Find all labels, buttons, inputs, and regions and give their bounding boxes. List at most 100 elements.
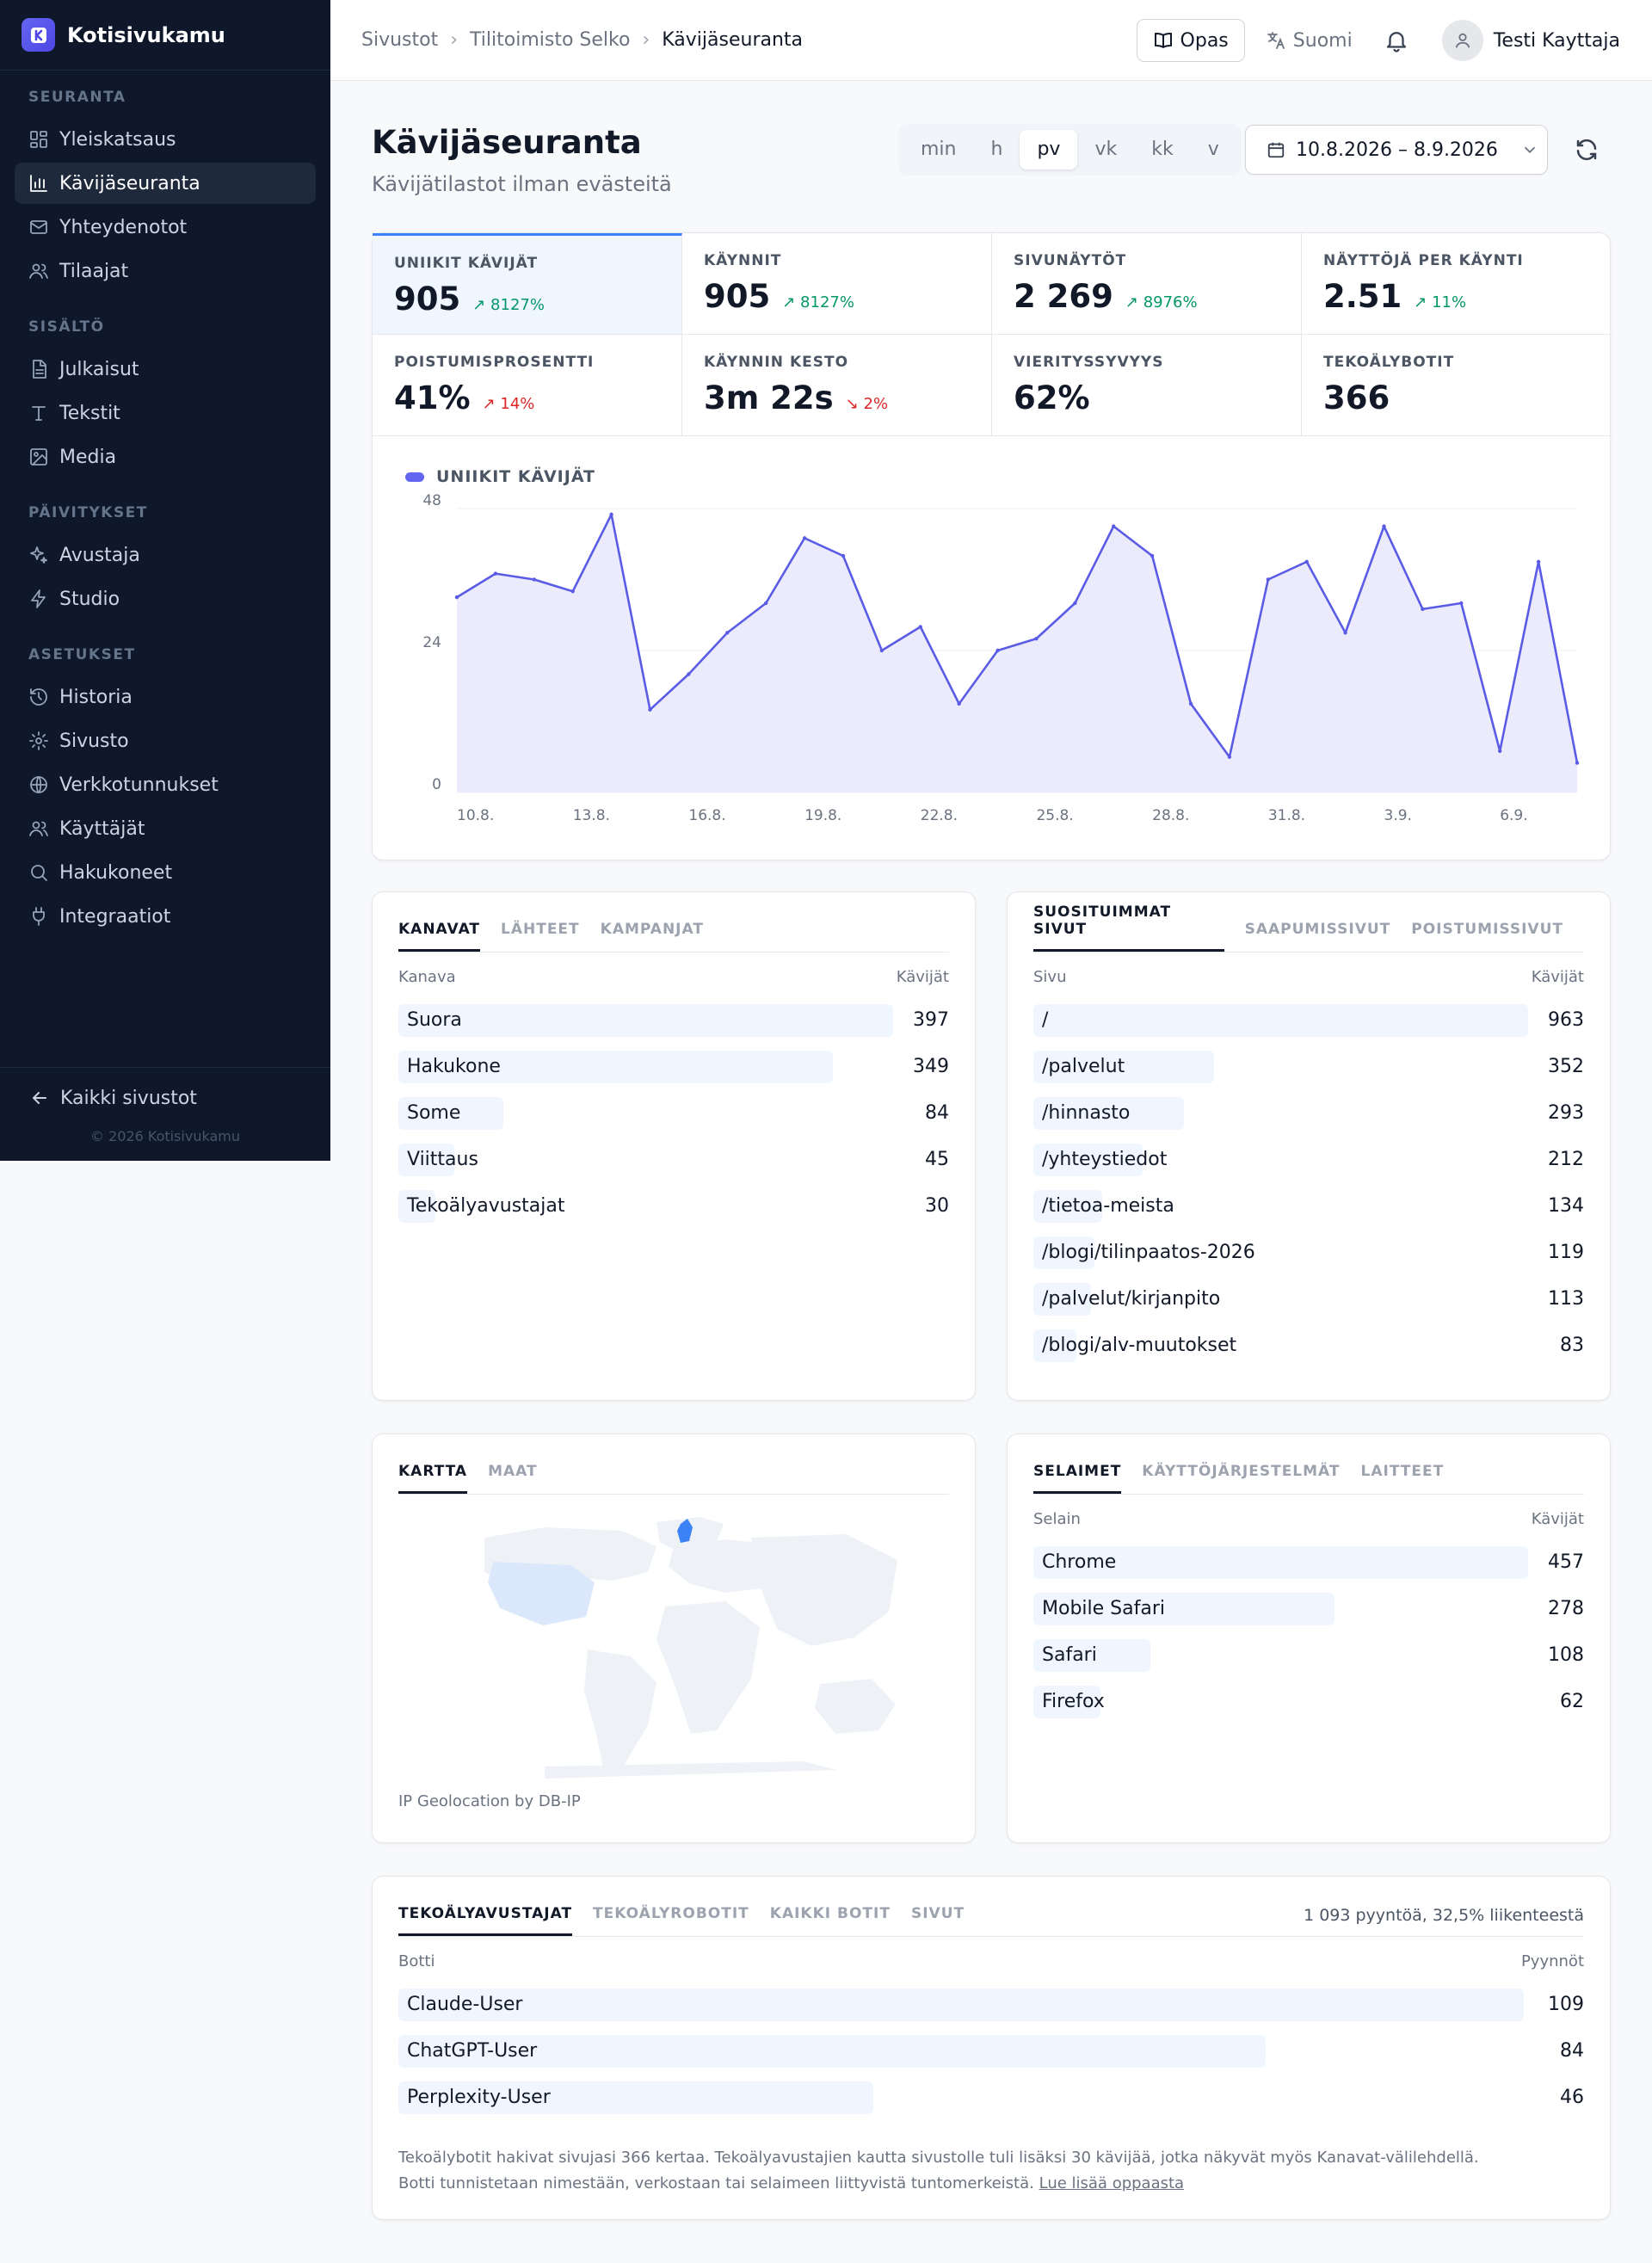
granularity-pv[interactable]: pv bbox=[1020, 130, 1078, 170]
language-switcher[interactable]: Suomi bbox=[1266, 30, 1353, 52]
table-row[interactable]: Tekoälyavustajat 30 bbox=[398, 1190, 949, 1223]
column-value-label: Kävijät bbox=[1531, 1510, 1584, 1528]
table-row[interactable]: /tietoa-meista 134 bbox=[1033, 1190, 1584, 1223]
row-bar bbox=[1033, 1329, 1076, 1362]
tab-poistumissivut[interactable]: POISTUMISSIVUT bbox=[1411, 921, 1563, 938]
stat-tile[interactable]: TEKOÄLYBOTIT 366 bbox=[1302, 335, 1612, 436]
row-bar bbox=[398, 1051, 834, 1083]
tab-selaimet[interactable]: SELAIMET bbox=[1033, 1463, 1122, 1494]
stat-tile[interactable]: KÄYNNIN KESTO 3m 22s ↘ 2% bbox=[682, 335, 992, 436]
text-icon bbox=[32, 406, 46, 421]
globe-icon bbox=[30, 776, 47, 793]
granularity-vk[interactable]: vk bbox=[1094, 139, 1118, 160]
tab-kaikki-botit[interactable]: KAIKKI BOTIT bbox=[769, 1905, 891, 1922]
table-row[interactable]: /palvelut 352 bbox=[1033, 1051, 1584, 1083]
table-row[interactable]: Mobile Safari 278 bbox=[1033, 1593, 1584, 1625]
sidebar-item-yleiskatsaus[interactable]: Yleiskatsaus bbox=[15, 119, 316, 160]
sidebar-item-yhteydenotot[interactable]: Yhteydenotot bbox=[15, 207, 316, 248]
granularity-h[interactable]: h bbox=[990, 139, 1003, 160]
sidebar-item-hakukoneet[interactable]: Hakukoneet bbox=[15, 852, 316, 893]
tab-kartta[interactable]: KARTTA bbox=[398, 1463, 468, 1494]
mail-icon bbox=[30, 220, 47, 234]
stat-tile[interactable]: UNIIKIT KÄVIJÄT 905 ↗ 8127% bbox=[373, 233, 682, 335]
brand[interactable]: Kotisivukamu bbox=[0, 0, 330, 71]
table-row[interactable]: /blogi/alv-muutokset 83 bbox=[1033, 1329, 1584, 1362]
tab-suosituimmat-sivut[interactable]: SUOSITUIMMAT SIVUT bbox=[1033, 903, 1224, 952]
table-row[interactable]: Suora 397 bbox=[398, 1004, 949, 1037]
table-row[interactable]: Perplexity-User 46 bbox=[398, 2081, 1584, 2114]
table-row[interactable]: Claude-User 109 bbox=[398, 1989, 1584, 2021]
map-card: KARTTA MAAT IP Geolocation by DB-IP bbox=[372, 1434, 976, 1843]
data-point bbox=[648, 707, 652, 712]
table-row[interactable]: Some 84 bbox=[398, 1097, 949, 1130]
data-point bbox=[1034, 637, 1039, 641]
table-row[interactable]: Chrome 457 bbox=[1033, 1546, 1584, 1579]
tab-laitteet[interactable]: LAITTEET bbox=[1360, 1463, 1445, 1480]
nav-section-title: SISÄLTÖ bbox=[28, 318, 105, 336]
granularity-kk[interactable]: kk bbox=[1151, 139, 1174, 160]
table-row[interactable]: Firefox 62 bbox=[1033, 1686, 1584, 1718]
sidebar-item-label: Tekstit bbox=[59, 402, 120, 424]
breadcrumb-site[interactable]: Tilitoimisto Selko bbox=[470, 29, 631, 51]
tab-saapumissivut[interactable]: SAAPUMISSIVUT bbox=[1244, 921, 1391, 938]
granularity-min[interactable]: min bbox=[921, 139, 957, 160]
stat-tile[interactable]: SIVUNÄYTÖT 2 269 ↗ 8976% bbox=[992, 233, 1302, 335]
sidebar-item-integraatiot[interactable]: Integraatiot bbox=[15, 896, 316, 937]
sidebar-item-avustaja[interactable]: Avustaja bbox=[15, 534, 316, 576]
table-row[interactable]: ChatGPT-User 84 bbox=[398, 2035, 1584, 2068]
row-value: 119 bbox=[1548, 1242, 1584, 1263]
sidebar-item-julkaisut[interactable]: Julkaisut bbox=[15, 348, 316, 390]
table-row[interactable]: /yhteystiedot 212 bbox=[1033, 1144, 1584, 1176]
table-row[interactable]: / 963 bbox=[1033, 1004, 1584, 1037]
refresh-icon[interactable] bbox=[1574, 137, 1600, 163]
tab-maat[interactable]: MAAT bbox=[488, 1463, 538, 1480]
sidebar-item-tilaajat[interactable]: Tilaajat bbox=[15, 250, 316, 292]
tab-sivut[interactable]: SIVUT bbox=[910, 1905, 965, 1922]
sidebar-item-tekstit[interactable]: Tekstit bbox=[15, 392, 316, 434]
table-row[interactable]: Safari 108 bbox=[1033, 1639, 1584, 1672]
stat-tile[interactable]: VIERITYSSYVYYS 62% bbox=[992, 335, 1302, 436]
tab-käyttöjärjestelmät[interactable]: KÄYTTÖJÄRJESTELMÄT bbox=[1142, 1463, 1341, 1480]
tab-lähteet[interactable]: LÄHTEET bbox=[501, 921, 580, 938]
sidebar-item-käyttäjät[interactable]: Käyttäjät bbox=[15, 808, 316, 849]
user-name: Testi Kayttaja bbox=[1493, 29, 1620, 52]
tab-kampanjat[interactable]: KAMPANJAT bbox=[600, 921, 704, 938]
sidebar: Kotisivukamu SEURANTA Yleiskatsaus Kävijäs… bbox=[0, 0, 330, 1161]
stat-label: KÄYNNIN KESTO bbox=[704, 354, 849, 371]
search-icon bbox=[31, 865, 47, 881]
sidebar-item-verkkotunnukset[interactable]: Verkkotunnukset bbox=[15, 764, 316, 805]
row-value: 278 bbox=[1548, 1598, 1584, 1619]
table-row[interactable]: /hinnasto 293 bbox=[1033, 1097, 1584, 1130]
granularity-v[interactable]: v bbox=[1207, 139, 1219, 160]
tab-tekoälyavustajat[interactable]: TEKOÄLYAVUSTAJAT bbox=[398, 1905, 573, 1936]
table-row[interactable]: /blogi/tilinpaatos-2026 119 bbox=[1033, 1236, 1584, 1269]
sidebar-item-media[interactable]: Media bbox=[15, 436, 316, 478]
guide-label: Opas bbox=[1180, 29, 1229, 52]
user-menu[interactable]: Testi Kayttaja bbox=[1441, 20, 1620, 61]
bell-icon[interactable] bbox=[1384, 28, 1409, 53]
row-bar bbox=[1033, 1593, 1335, 1625]
x-tick-label: 6.9. bbox=[1500, 807, 1527, 824]
sidebar-item-historia[interactable]: Historia bbox=[15, 676, 316, 718]
sidebar-item-sivusto[interactable]: Sivusto bbox=[15, 720, 316, 762]
guide-button[interactable]: Opas bbox=[1136, 19, 1245, 62]
table-row[interactable]: Hakukone 349 bbox=[398, 1051, 949, 1083]
chart-legend: UNIIKIT KÄVIJÄT bbox=[405, 467, 595, 486]
stat-tile[interactable]: NÄYTTÖJÄ PER KÄYNTI 2.51 ↗ 11% bbox=[1302, 233, 1612, 335]
table-row[interactable]: Viittaus 45 bbox=[398, 1144, 949, 1176]
bolt-icon bbox=[31, 589, 46, 608]
history-icon bbox=[30, 688, 47, 706]
sidebar-item-kävijäseuranta[interactable]: Kävijäseuranta bbox=[15, 163, 316, 204]
stat-tile[interactable]: KÄYNNIT 905 ↗ 8127% bbox=[682, 233, 992, 335]
row-value: 45 bbox=[925, 1149, 949, 1170]
table-row[interactable]: /palvelut/kirjanpito 113 bbox=[1033, 1283, 1584, 1316]
guide-link[interactable]: Lue lisää oppaasta bbox=[1039, 2174, 1185, 2192]
breadcrumb-sites[interactable]: Sivustot bbox=[361, 29, 439, 51]
sidebar-footer: Kaikki sivustot © 2026 Kotisivukamu bbox=[0, 1067, 330, 1144]
tab-kanavat[interactable]: KANAVAT bbox=[398, 921, 480, 952]
stat-tile[interactable]: POISTUMISPROSENTTI 41% ↗ 14% bbox=[373, 335, 682, 436]
all-sites-link[interactable]: Kaikki sivustot bbox=[0, 1068, 330, 1128]
date-range-picker[interactable]: 10.8.2026 – 8.9.2026 bbox=[1245, 125, 1548, 175]
sidebar-item-studio[interactable]: Studio bbox=[15, 578, 316, 620]
tab-tekoälyrobotit[interactable]: TEKOÄLYROBOTIT bbox=[593, 1905, 749, 1922]
